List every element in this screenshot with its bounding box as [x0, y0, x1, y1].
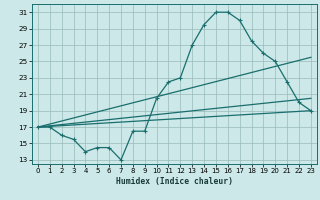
- X-axis label: Humidex (Indice chaleur): Humidex (Indice chaleur): [116, 177, 233, 186]
